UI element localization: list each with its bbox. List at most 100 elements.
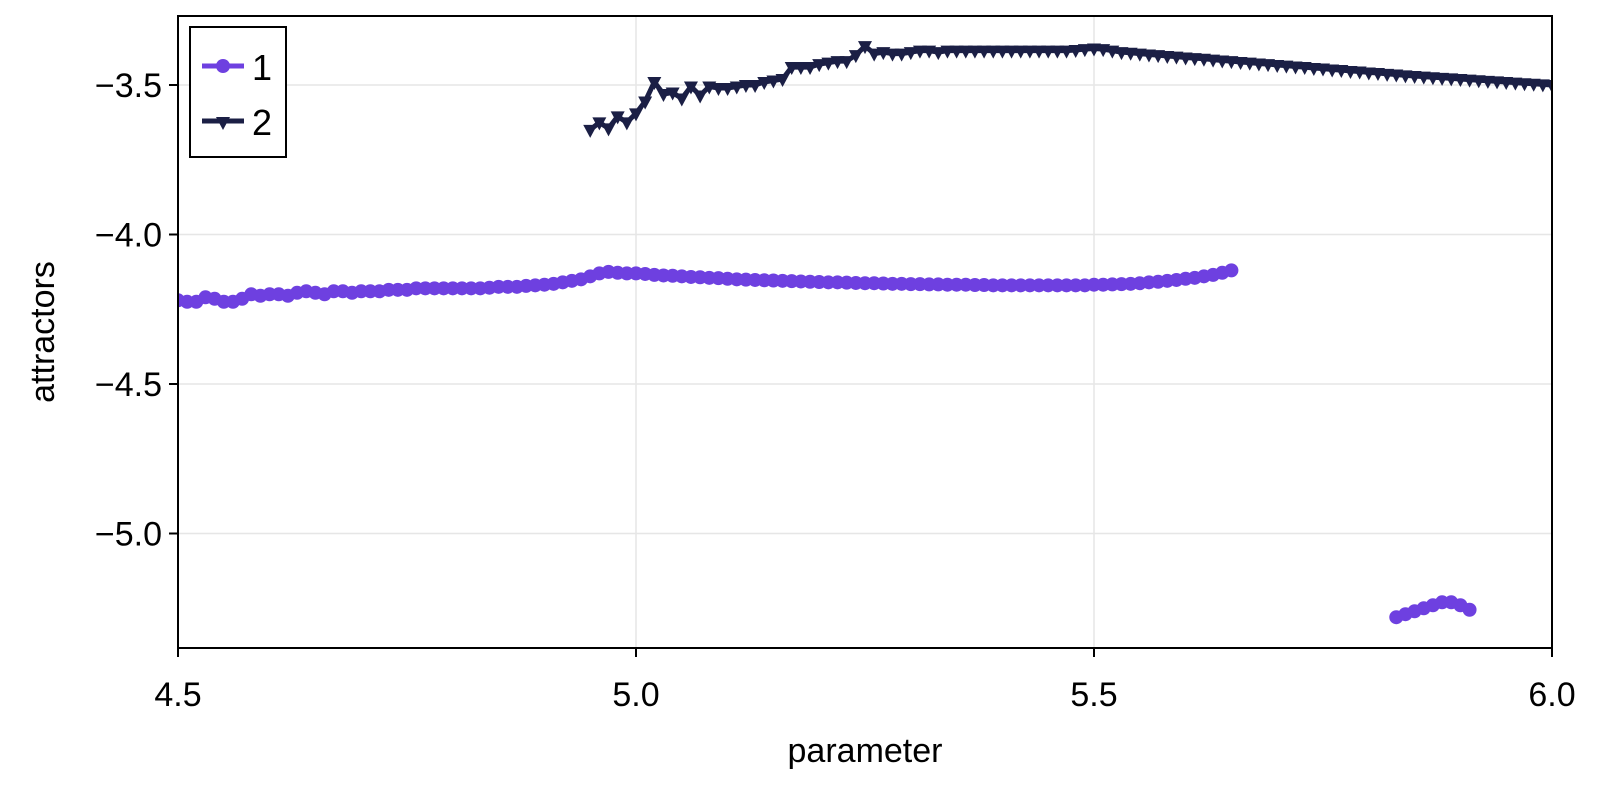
- triangle-down-marker-icon: [903, 47, 918, 61]
- triangle-down-marker-icon: [1306, 62, 1321, 76]
- triangle-down-marker-icon: [1004, 45, 1019, 59]
- circle-marker-icon: [1224, 263, 1239, 278]
- y-axis-title: attractors: [24, 261, 62, 403]
- triangle-down-marker-icon: [1526, 78, 1541, 92]
- triangle-down-marker-icon: [638, 96, 653, 110]
- y-tick-label: −4.5: [95, 366, 162, 404]
- triangle-down-marker-icon: [1343, 65, 1358, 79]
- legend-box: [189, 26, 287, 158]
- triangle-down-marker-icon: [1416, 71, 1431, 85]
- triangle-down-marker-icon: [1325, 64, 1340, 78]
- triangle-down-marker-icon: [610, 111, 625, 125]
- triangle-down-marker-icon: [693, 90, 708, 104]
- triangle-down-marker-icon: [665, 87, 680, 101]
- triangle-down-marker-icon: [619, 117, 634, 131]
- x-axis-ticks: 4.5 5.0 5.5 6.0: [154, 648, 1576, 714]
- triangle-down-marker-icon: [803, 62, 818, 76]
- triangle-down-marker-icon: [949, 45, 964, 59]
- triangle-down-marker-icon: [775, 74, 790, 88]
- triangle-down-marker-icon: [793, 62, 808, 76]
- triangle-down-marker-icon: [784, 62, 799, 76]
- legend-item-1: 1: [202, 47, 272, 88]
- triangle-down-marker-icon: [1444, 73, 1459, 87]
- triangle-down-marker-icon: [1361, 67, 1376, 81]
- triangle-down-marker-icon: [1041, 45, 1056, 59]
- triangle-down-marker-icon: [1499, 77, 1514, 91]
- triangle-down-marker-icon: [1471, 75, 1486, 89]
- triangle-down-marker-icon: [977, 45, 992, 59]
- triangle-down-marker-icon: [821, 57, 836, 71]
- triangle-down-marker-icon: [1435, 72, 1450, 86]
- triangle-down-marker-icon: [1462, 74, 1477, 88]
- triangle-down-marker-icon: [1233, 56, 1248, 70]
- triangle-down-marker-icon: [839, 56, 854, 70]
- grid-lines: [177, 16, 1553, 648]
- series-2: [583, 41, 1552, 138]
- circle-marker-icon: [216, 59, 230, 73]
- triangle-down-marker-icon: [867, 48, 882, 62]
- triangle-down-marker-icon: [931, 47, 946, 61]
- triangle-down-marker-icon: [738, 80, 753, 93]
- triangle-down-marker-icon: [1535, 79, 1550, 93]
- triangle-down-marker-icon: [1215, 55, 1230, 69]
- triangle-down-marker-icon: [912, 45, 927, 59]
- triangle-down-marker-icon: [1251, 58, 1266, 72]
- triangle-down-marker-icon: [1517, 78, 1532, 92]
- triangle-down-marker-icon: [1160, 50, 1175, 64]
- triangle-down-marker-icon: [1013, 45, 1028, 59]
- triangle-down-marker-icon: [1398, 70, 1413, 84]
- series-1: [178, 263, 1477, 625]
- triangle-down-marker-icon: [1508, 77, 1523, 91]
- triangle-down-marker-icon: [958, 45, 973, 59]
- series-line: [588, 43, 1552, 132]
- triangle-down-marker-icon: [894, 48, 909, 62]
- triangle-down-marker-icon: [858, 41, 872, 55]
- triangle-down-marker-icon: [1545, 80, 1552, 93]
- triangle-down-marker-icon: [674, 93, 689, 107]
- legend-label-1: 1: [252, 47, 272, 88]
- triangle-down-marker-icon: [1114, 47, 1129, 61]
- triangle-down-marker-icon: [885, 48, 900, 62]
- triangle-down-marker-icon: [1480, 75, 1495, 89]
- triangle-down-marker-icon: [1187, 53, 1202, 67]
- triangle-down-marker-icon: [592, 117, 607, 131]
- triangle-down-marker-icon: [757, 77, 772, 91]
- triangle-down-marker-icon: [1288, 61, 1303, 75]
- triangle-down-marker-icon: [1178, 52, 1193, 66]
- triangle-down-marker-icon: [940, 45, 955, 59]
- triangle-down-marker-icon: [720, 82, 735, 96]
- x-axis-title: parameter: [788, 732, 943, 770]
- triangle-down-marker-icon: [1453, 74, 1468, 88]
- triangle-down-marker-icon: [1425, 72, 1440, 86]
- triangle-down-marker-icon: [647, 77, 662, 91]
- x-tick-label: 5.5: [1070, 676, 1117, 714]
- triangle-down-marker-icon: [748, 80, 763, 93]
- triangle-down-marker-icon: [986, 45, 1001, 59]
- triangle-down-marker-icon: [711, 82, 726, 96]
- triangle-down-marker-icon: [1050, 45, 1065, 59]
- triangle-down-marker-icon: [216, 117, 230, 130]
- plot-frame: [177, 15, 1553, 649]
- y-tick-label: −4.0: [95, 217, 162, 255]
- x-tick-label: 4.5: [154, 676, 201, 714]
- triangle-down-marker-icon: [967, 45, 982, 59]
- plot-series: [178, 41, 1552, 625]
- triangle-down-marker-icon: [1077, 44, 1092, 58]
- triangle-down-marker-icon: [830, 56, 845, 70]
- triangle-down-marker-icon: [848, 50, 863, 64]
- triangle-down-marker-icon: [601, 123, 616, 137]
- triangle-down-marker-icon: [1022, 45, 1037, 59]
- triangle-down-marker-icon: [766, 75, 781, 89]
- triangle-down-marker-icon: [1490, 76, 1505, 90]
- triangle-down-marker-icon: [1059, 45, 1074, 59]
- legend-label-2: 2: [252, 102, 272, 143]
- triangle-down-marker-icon: [1380, 68, 1395, 82]
- legend-item-2: 2: [202, 102, 272, 143]
- triangle-down-marker-icon: [1032, 45, 1047, 59]
- triangle-down-marker-icon: [629, 108, 643, 122]
- x-tick-label: 6.0: [1528, 676, 1575, 714]
- triangle-down-marker-icon: [812, 59, 827, 73]
- triangle-down-marker-icon: [1087, 43, 1101, 57]
- y-tick-label: −5.0: [95, 516, 162, 554]
